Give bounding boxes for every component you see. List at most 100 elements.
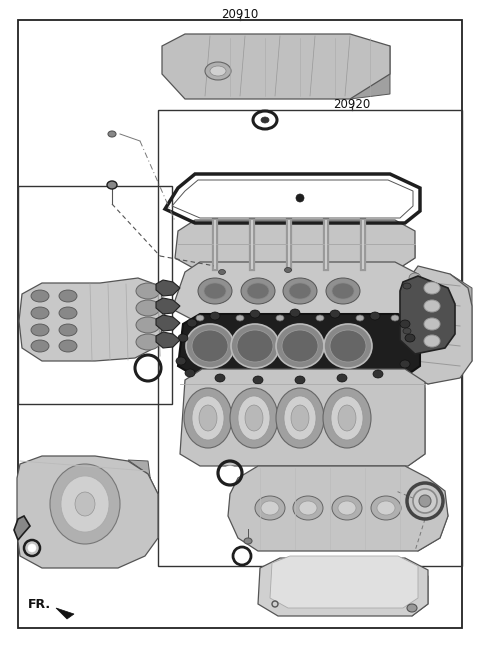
Ellipse shape xyxy=(192,330,228,362)
Ellipse shape xyxy=(323,388,371,448)
Polygon shape xyxy=(180,369,425,466)
Ellipse shape xyxy=(331,396,363,440)
Ellipse shape xyxy=(136,300,160,316)
Ellipse shape xyxy=(31,324,49,336)
Ellipse shape xyxy=(419,495,431,507)
Ellipse shape xyxy=(237,551,247,561)
Ellipse shape xyxy=(140,360,156,376)
Ellipse shape xyxy=(403,328,411,334)
Ellipse shape xyxy=(28,544,36,552)
Ellipse shape xyxy=(176,357,186,365)
Ellipse shape xyxy=(230,388,278,448)
Ellipse shape xyxy=(424,335,440,347)
Ellipse shape xyxy=(59,340,77,352)
Ellipse shape xyxy=(330,330,366,362)
Ellipse shape xyxy=(373,370,383,378)
Ellipse shape xyxy=(241,278,275,304)
Polygon shape xyxy=(14,516,30,540)
Ellipse shape xyxy=(136,334,160,350)
Polygon shape xyxy=(162,34,390,99)
Ellipse shape xyxy=(409,293,421,303)
Text: 20910: 20910 xyxy=(221,8,259,21)
Text: 20920: 20920 xyxy=(334,98,371,111)
Ellipse shape xyxy=(332,496,362,520)
Ellipse shape xyxy=(326,278,360,304)
Ellipse shape xyxy=(255,496,285,520)
Polygon shape xyxy=(172,262,418,321)
Polygon shape xyxy=(405,274,472,384)
Ellipse shape xyxy=(409,273,421,283)
Polygon shape xyxy=(258,558,428,616)
Ellipse shape xyxy=(236,315,244,321)
Ellipse shape xyxy=(413,489,437,513)
Ellipse shape xyxy=(282,330,318,362)
Polygon shape xyxy=(395,276,418,321)
Polygon shape xyxy=(400,276,455,354)
Ellipse shape xyxy=(409,333,421,343)
Ellipse shape xyxy=(59,307,77,319)
Ellipse shape xyxy=(247,283,269,299)
Ellipse shape xyxy=(31,290,49,302)
Polygon shape xyxy=(175,220,415,269)
Polygon shape xyxy=(228,466,448,551)
Ellipse shape xyxy=(370,312,380,320)
Ellipse shape xyxy=(187,319,197,327)
Ellipse shape xyxy=(290,309,300,317)
Ellipse shape xyxy=(283,278,317,304)
Ellipse shape xyxy=(400,320,410,328)
Ellipse shape xyxy=(136,317,160,333)
Ellipse shape xyxy=(198,278,232,304)
Ellipse shape xyxy=(178,334,188,342)
Ellipse shape xyxy=(296,194,304,202)
Ellipse shape xyxy=(424,282,440,294)
Ellipse shape xyxy=(238,396,270,440)
Polygon shape xyxy=(405,473,448,551)
Ellipse shape xyxy=(196,315,204,321)
Ellipse shape xyxy=(192,396,224,440)
Ellipse shape xyxy=(250,310,260,318)
Ellipse shape xyxy=(186,324,234,368)
Ellipse shape xyxy=(356,315,364,321)
Ellipse shape xyxy=(407,604,417,612)
Ellipse shape xyxy=(405,334,415,342)
Polygon shape xyxy=(350,46,390,99)
Ellipse shape xyxy=(424,318,440,330)
Ellipse shape xyxy=(276,324,324,368)
Polygon shape xyxy=(178,314,420,378)
Polygon shape xyxy=(405,564,428,616)
Ellipse shape xyxy=(59,324,77,336)
Polygon shape xyxy=(56,608,74,619)
Ellipse shape xyxy=(424,300,440,312)
Ellipse shape xyxy=(261,117,269,123)
Text: FR.: FR. xyxy=(28,598,51,611)
Polygon shape xyxy=(405,266,472,384)
Ellipse shape xyxy=(337,374,347,382)
Ellipse shape xyxy=(409,313,421,323)
Ellipse shape xyxy=(184,388,232,448)
Ellipse shape xyxy=(31,307,49,319)
Ellipse shape xyxy=(377,501,395,515)
Bar xyxy=(158,110,462,566)
Ellipse shape xyxy=(215,374,225,382)
Polygon shape xyxy=(156,298,180,314)
Ellipse shape xyxy=(289,283,311,299)
Ellipse shape xyxy=(276,388,324,448)
Ellipse shape xyxy=(59,290,77,302)
Polygon shape xyxy=(128,460,158,538)
Ellipse shape xyxy=(293,496,323,520)
Ellipse shape xyxy=(61,476,109,532)
Ellipse shape xyxy=(185,369,195,377)
Ellipse shape xyxy=(210,66,226,76)
Ellipse shape xyxy=(291,405,309,431)
Ellipse shape xyxy=(391,315,399,321)
Ellipse shape xyxy=(223,466,237,480)
Polygon shape xyxy=(270,556,418,608)
Polygon shape xyxy=(19,278,165,361)
Ellipse shape xyxy=(338,405,356,431)
Ellipse shape xyxy=(231,324,279,368)
Ellipse shape xyxy=(218,270,226,274)
Ellipse shape xyxy=(107,181,117,189)
Polygon shape xyxy=(405,376,425,466)
Ellipse shape xyxy=(316,315,324,321)
Ellipse shape xyxy=(284,396,316,440)
